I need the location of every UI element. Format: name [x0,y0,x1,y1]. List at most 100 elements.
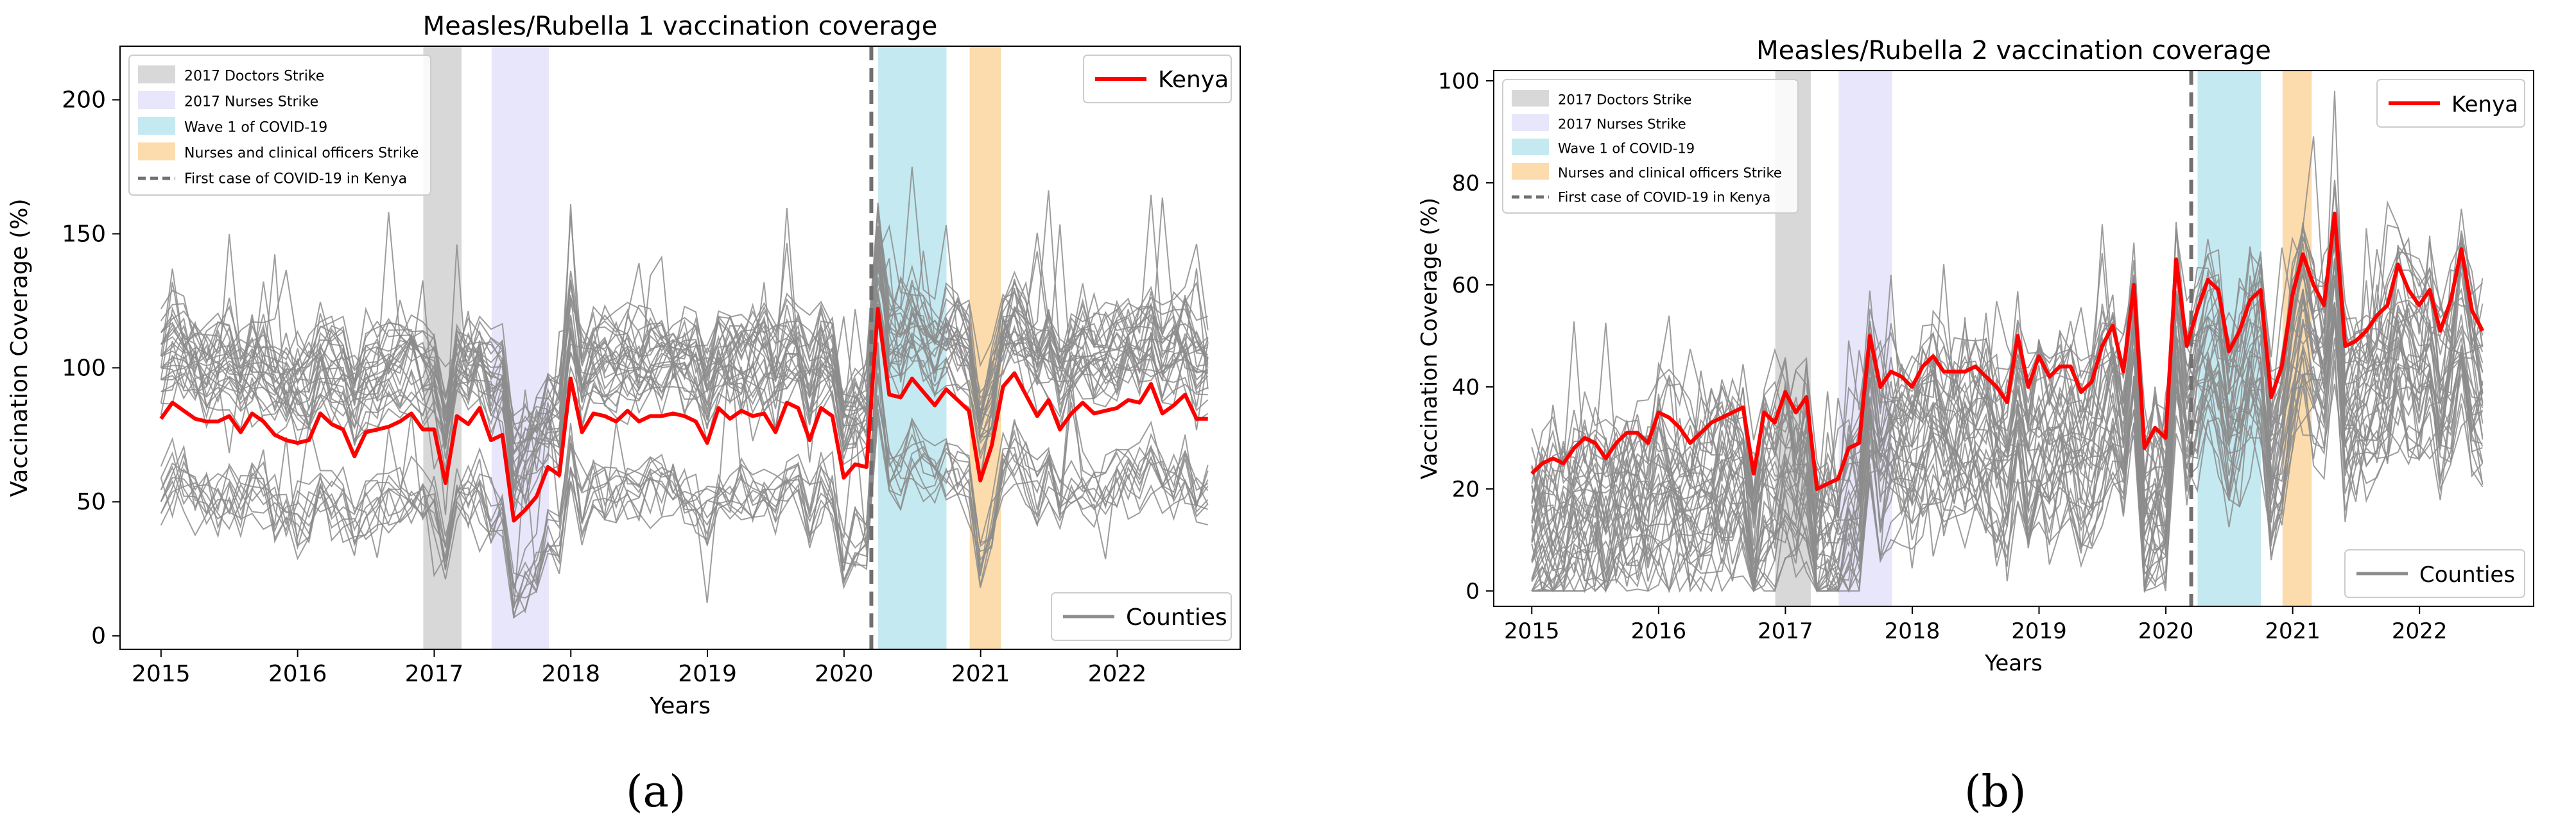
x-tick-label: 2018 [1885,618,1941,644]
legend-label: First case of COVID-19 in Kenya [184,171,407,187]
x-tick-label: 2021 [2265,618,2321,644]
y-tick-label: 50 [76,489,106,515]
y-tick-label: 20 [1452,477,1480,502]
county-line [160,373,1209,619]
legend-swatch [1512,163,1549,180]
chart-title: Measles/Rubella 1 vaccination coverage [423,12,938,41]
county-line [1531,90,2484,529]
county-line [1531,224,2484,516]
legend-kenya-box [2376,79,2525,128]
legend-box [128,55,431,196]
legend-kenya-box [1083,55,1232,103]
county-line [160,306,1208,511]
y-tick-label: 40 [1452,375,1480,400]
y-tick-label: 80 [1452,171,1480,196]
county-line [160,194,1208,445]
kenya-line [159,307,1208,523]
legend-label: Nurses and clinical officers Strike [1558,165,1782,180]
y-tick-label: 150 [62,221,106,247]
x-tick-label: 2020 [2138,618,2194,644]
legend-label: Nurses and clinical officers Strike [184,146,419,162]
legend-swatch [138,117,175,135]
x-tick-label: 2016 [1631,618,1687,644]
county-line [160,207,1209,499]
y-tick-label: 200 [62,87,106,114]
legend-events: 2017 Doctors Strike 2017 Nurses Strike Wav… [1502,79,1799,214]
county-line [160,395,1209,588]
legend-swatch [138,65,175,83]
x-tick-label: 2019 [2011,618,2067,644]
y-tick-label: 0 [91,623,106,649]
county-line [160,399,1209,608]
chart-measles-rubella-2: 2015 2016 2017 2018 2019 2020 2021 2022 0 20 40 60 8… [1417,36,2534,676]
y-axis-label: Vaccination Coverage (%) [1417,198,1442,479]
chart-measles-rubella-1: 2015 2016 2017 2018 2019 2020 2021 2022 0 50 100 15… [6,12,1241,719]
county-line [160,419,1209,614]
x-tick-label: 2017 [405,661,464,687]
x-axis-label: Years [649,693,711,719]
legend-kenya-label: Kenya [2451,92,2518,117]
plot-area [159,46,1209,649]
county-line [160,266,1209,508]
x-tick-label: 2015 [132,661,191,687]
legend-swatch [1512,139,1549,155]
y-tick-label: 0 [1465,579,1480,604]
panel-label-a: (a) [626,767,686,817]
legend-label: 2017 Nurses Strike [1558,116,1686,132]
x-tick-label: 2022 [1088,661,1147,687]
legend-label: 2017 Doctors Strike [1558,92,1691,107]
county-line [1532,357,2484,593]
county-line [1532,337,2484,593]
x-tick-label: 2021 [951,661,1010,687]
legend-box [1502,79,1799,214]
y-tick-label: 100 [62,355,106,381]
county-line [160,347,1209,615]
x-tick-label: 2019 [678,661,737,687]
axes-frame [1493,70,2534,607]
kenya-line [1530,211,2485,491]
county-line [1532,316,2484,593]
legend-counties-label: Counties [1126,604,1227,631]
legend-label: Wave 1 of COVID-19 [184,120,327,136]
legend-counties-box [2344,549,2525,598]
county-line [160,292,1209,515]
legend-counties-box [1051,592,1232,641]
county-line [160,342,1209,608]
legend-counties-label: Counties [2419,562,2515,588]
x-axis-label: Years [1984,651,2043,676]
county-line [160,210,1209,445]
legend-swatch [1512,114,1549,131]
legend-label: Wave 1 of COVID-19 [1558,141,1695,156]
x-tick-label: 2015 [1504,618,1560,644]
axes-frame [119,46,1241,650]
legend-swatch [138,91,175,109]
plot-area [1530,71,2485,606]
county-line [160,214,1208,423]
legend-swatch [1512,90,1549,107]
panel-label-b: (b) [1964,767,2027,817]
legend-label: First case of COVID-19 in Kenya [1558,189,1770,205]
county-line [160,225,1209,441]
county-line [1531,232,2484,540]
x-tick-label: 2016 [268,661,327,687]
y-tick-label: 100 [1438,69,1480,94]
x-tick-label: 2017 [1758,618,1813,644]
x-tick-label: 2020 [815,661,874,687]
county-line [1531,200,2484,493]
legend-swatch [138,142,175,160]
y-axis-label: Vaccination Coverage (%) [6,199,33,497]
county-line [160,376,1209,590]
legend-kenya-label: Kenya [1158,67,1229,93]
county-line [1531,219,2484,525]
county-line [1531,258,2484,592]
county-line [1531,309,2484,593]
x-tick-label: 2022 [2392,618,2448,644]
county-line [160,206,1209,454]
x-tick-label: 2018 [541,661,600,687]
legend-label: 2017 Doctors Strike [184,69,324,85]
county-line [1531,222,2484,560]
y-tick-label: 60 [1452,273,1480,298]
legend-label: 2017 Nurses Strike [184,94,318,110]
chart-title: Measles/Rubella 2 vaccination coverage [1756,36,2271,65]
legend-events: 2017 Doctors Strike 2017 Nurses Strike Wav… [128,55,431,196]
